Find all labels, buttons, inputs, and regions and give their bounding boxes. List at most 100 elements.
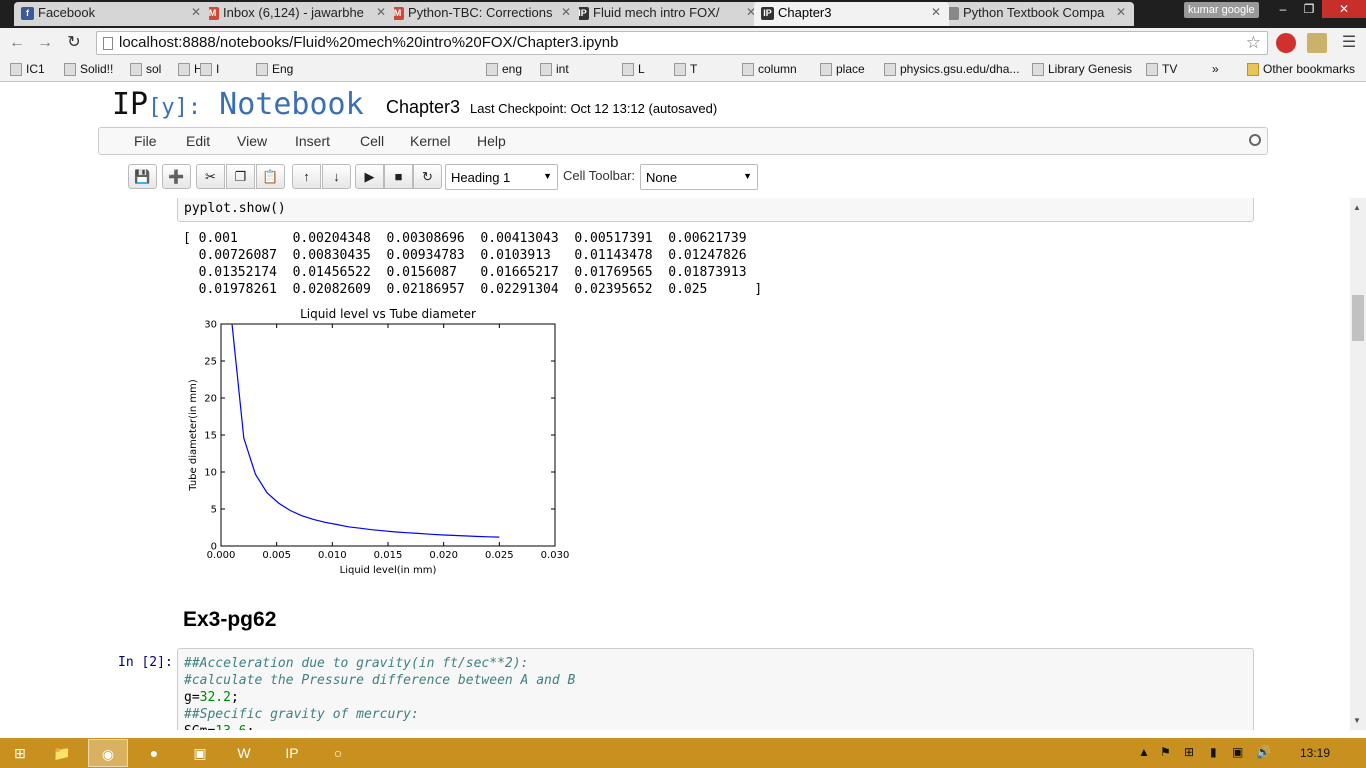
extension-icon[interactable]: [1307, 33, 1327, 53]
app-icon[interactable]: ▣: [193, 745, 207, 761]
save-button[interactable]: 💾: [128, 164, 157, 189]
paste-icon[interactable]: 📋: [256, 164, 285, 189]
bookmark-item[interactable]: eng: [486, 62, 522, 76]
bookmark-label: L: [638, 62, 645, 76]
browser-tab[interactable]: IP Fluid mech intro FOX/ ✕: [569, 2, 764, 26]
restore-icon[interactable]: ❐: [1303, 2, 1315, 16]
notebook-name[interactable]: Chapter3: [386, 97, 461, 117]
reload-icon[interactable]: ↻: [67, 34, 81, 51]
battery-icon[interactable]: ▮: [1210, 745, 1217, 759]
network-app-icon[interactable]: ○: [333, 745, 343, 761]
insert-cell-button[interactable]: ➕: [162, 164, 191, 189]
facebook-icon: f: [21, 7, 34, 20]
user-profile-badge[interactable]: kumar google: [1184, 2, 1259, 18]
menu-icon[interactable]: ☰: [1341, 34, 1357, 51]
bookmark-item[interactable]: I: [200, 62, 219, 76]
bookmark-icon: [486, 63, 498, 76]
page-icon: [103, 37, 113, 50]
forward-icon[interactable]: →: [37, 34, 53, 51]
browser-tab[interactable]: IP Chapter3 ✕: [754, 2, 949, 26]
page-scrollbar[interactable]: ▲ ▼: [1350, 198, 1366, 730]
code-text: ;: [230, 690, 239, 705]
bookmarks-overflow-icon[interactable]: »: [1212, 62, 1219, 76]
bookmark-item[interactable]: Eng: [256, 62, 293, 76]
y-tick-label: 20: [204, 394, 217, 405]
network-icon[interactable]: ▣: [1232, 745, 1244, 759]
close-icon[interactable]: ✕: [1115, 5, 1126, 19]
menu-edit[interactable]: Edit: [186, 133, 211, 149]
bookmark-item[interactable]: Solid!!: [64, 62, 113, 76]
close-icon[interactable]: ✕: [745, 5, 756, 19]
page-icon: [946, 7, 959, 20]
bookmark-icon: [1032, 63, 1044, 76]
bookmark-item[interactable]: IC1: [10, 62, 45, 76]
show-hidden-icons-icon[interactable]: ▲: [1138, 745, 1150, 759]
scrollbar-thumb[interactable]: [1352, 295, 1364, 341]
bookmark-item[interactable]: Library Genesis: [1032, 62, 1132, 76]
bookmark-item[interactable]: L: [622, 62, 645, 76]
bookmark-item[interactable]: Other bookmarks: [1247, 62, 1355, 76]
windows-start-icon[interactable]: ⊞: [14, 745, 26, 761]
code-comment: ##Specific gravity of mercury:: [184, 707, 419, 722]
bookmark-star-icon[interactable]: ☆: [1245, 33, 1261, 52]
bookmark-item[interactable]: place: [820, 62, 865, 76]
bookmark-icon: [178, 63, 190, 76]
browser-tab[interactable]: f Facebook ✕: [14, 2, 209, 26]
bookmark-item[interactable]: physics.gsu.edu/dha...: [884, 62, 1019, 76]
y-tick-label: 25: [204, 357, 217, 368]
y-tick-label: 30: [204, 320, 217, 331]
chrome-icon[interactable]: ◉: [88, 739, 128, 767]
code-cell-input[interactable]: pyplot.show(): [177, 198, 1254, 222]
scroll-down-icon[interactable]: ▼: [1353, 716, 1361, 725]
menu-view[interactable]: View: [237, 133, 268, 149]
menu-help[interactable]: Help: [477, 133, 506, 149]
menu-cell[interactable]: Cell: [360, 133, 385, 149]
address-bar[interactable]: localhost:8888/notebooks/Fluid%20mech%20…: [96, 31, 1268, 55]
file-explorer-icon[interactable]: 📁: [53, 745, 71, 761]
browser-tab[interactable]: M Python-TBC: Corrections ✕: [384, 2, 579, 26]
menu-file[interactable]: File: [134, 133, 157, 149]
cell-type-select[interactable]: Heading 1 ▼: [445, 164, 558, 190]
browser-tab[interactable]: Python Textbook Compa ✕: [939, 2, 1134, 26]
stop-icon[interactable]: ■: [384, 164, 413, 189]
close-icon[interactable]: ✕: [375, 5, 386, 19]
cut-icon[interactable]: ✂: [196, 164, 225, 189]
bookmark-item[interactable]: sol: [130, 62, 161, 76]
windows-icon[interactable]: ⊞: [1184, 745, 1195, 759]
bookmark-item[interactable]: column: [742, 62, 797, 76]
output-line: [ 0.001 0.00204348 0.00308696 0.00413043…: [183, 231, 747, 246]
taskbar-clock[interactable]: 13:19: [1300, 746, 1331, 760]
browser-tab[interactable]: M Inbox (6,124) - jawarbhe ✕: [199, 2, 394, 26]
volume-icon[interactable]: 🔊: [1256, 745, 1271, 759]
menu-kernel[interactable]: Kernel: [410, 133, 451, 149]
code-number: 32.2: [199, 690, 231, 705]
word-icon[interactable]: W: [237, 745, 251, 761]
copy-icon[interactable]: ❐: [226, 164, 255, 189]
move-up-icon[interactable]: ↑: [292, 164, 321, 189]
menu-insert[interactable]: Insert: [295, 133, 331, 149]
code-cell-input[interactable]: ##Acceleration due to gravity(in ft/sec*…: [177, 648, 1254, 730]
close-icon[interactable]: ✕: [190, 5, 201, 19]
minimize-icon[interactable]: –: [1279, 2, 1287, 16]
ipython-logo[interactable]: IP[y]: Notebook: [112, 87, 364, 122]
bookmark-item[interactable]: T: [674, 62, 697, 76]
run-icon[interactable]: ▶: [355, 164, 384, 189]
bookmark-item[interactable]: TV: [1146, 62, 1177, 76]
extension-icon[interactable]: [1276, 33, 1296, 53]
markdown-heading[interactable]: Ex3-pg62: [183, 608, 277, 631]
close-icon[interactable]: ✕: [930, 5, 941, 19]
browser-tab-strip: f Facebook ✕ M Inbox (6,124) - jawarbhe ✕ M Pyt…: [0, 0, 1366, 28]
code-comment: #calculate the Pressure difference betwe…: [184, 673, 576, 688]
close-icon[interactable]: ✕: [560, 5, 571, 19]
restart-icon[interactable]: ↻: [413, 164, 442, 189]
firefox-icon[interactable]: ●: [149, 745, 159, 761]
cell-toolbar-select[interactable]: None ▼: [640, 164, 758, 190]
back-icon[interactable]: ←: [9, 34, 25, 51]
ipython-icon[interactable]: IP: [285, 745, 299, 761]
scroll-up-icon[interactable]: ▲: [1353, 203, 1361, 212]
move-down-icon[interactable]: ↓: [322, 164, 351, 189]
close-window-icon[interactable]: ✕: [1322, 0, 1366, 18]
notebook-header: IP[y]: Notebook Chapter3 Last Checkpoint…: [0, 83, 1366, 129]
action-center-flag-icon[interactable]: ⚑: [1160, 745, 1171, 759]
bookmark-item[interactable]: int: [540, 62, 569, 76]
